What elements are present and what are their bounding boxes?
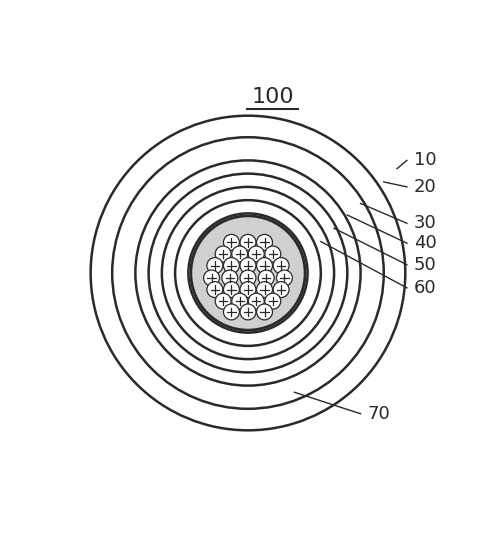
Text: 70: 70 — [367, 405, 390, 423]
Circle shape — [224, 282, 240, 297]
Circle shape — [256, 257, 272, 273]
Circle shape — [256, 304, 272, 320]
Circle shape — [224, 304, 240, 320]
Circle shape — [222, 270, 238, 286]
Circle shape — [195, 220, 301, 326]
Text: 40: 40 — [414, 234, 436, 252]
Text: 50: 50 — [414, 256, 436, 273]
Circle shape — [258, 270, 274, 286]
Circle shape — [240, 282, 256, 297]
Circle shape — [265, 246, 281, 262]
Circle shape — [215, 293, 231, 309]
Circle shape — [191, 216, 305, 330]
Circle shape — [276, 270, 292, 286]
Circle shape — [207, 282, 223, 297]
Text: 10: 10 — [414, 152, 436, 169]
Circle shape — [162, 187, 334, 359]
Text: 60: 60 — [414, 279, 436, 297]
Circle shape — [207, 257, 223, 273]
Circle shape — [248, 246, 264, 262]
Circle shape — [148, 174, 348, 373]
Text: 20: 20 — [414, 178, 436, 196]
Circle shape — [240, 234, 256, 250]
Circle shape — [232, 246, 248, 262]
Text: 100: 100 — [252, 87, 294, 108]
Circle shape — [232, 293, 248, 309]
Circle shape — [273, 257, 289, 273]
Circle shape — [204, 270, 220, 286]
Circle shape — [248, 293, 264, 309]
Circle shape — [112, 137, 384, 409]
Circle shape — [90, 116, 406, 431]
Circle shape — [224, 234, 240, 250]
Circle shape — [224, 257, 240, 273]
Circle shape — [215, 246, 231, 262]
Text: 30: 30 — [414, 214, 436, 232]
Circle shape — [188, 213, 308, 333]
Circle shape — [256, 282, 272, 297]
Circle shape — [256, 234, 272, 250]
Circle shape — [273, 282, 289, 297]
Circle shape — [240, 270, 256, 286]
Circle shape — [240, 304, 256, 320]
Circle shape — [136, 160, 360, 385]
Circle shape — [175, 200, 321, 346]
Circle shape — [240, 257, 256, 273]
Circle shape — [265, 293, 281, 309]
